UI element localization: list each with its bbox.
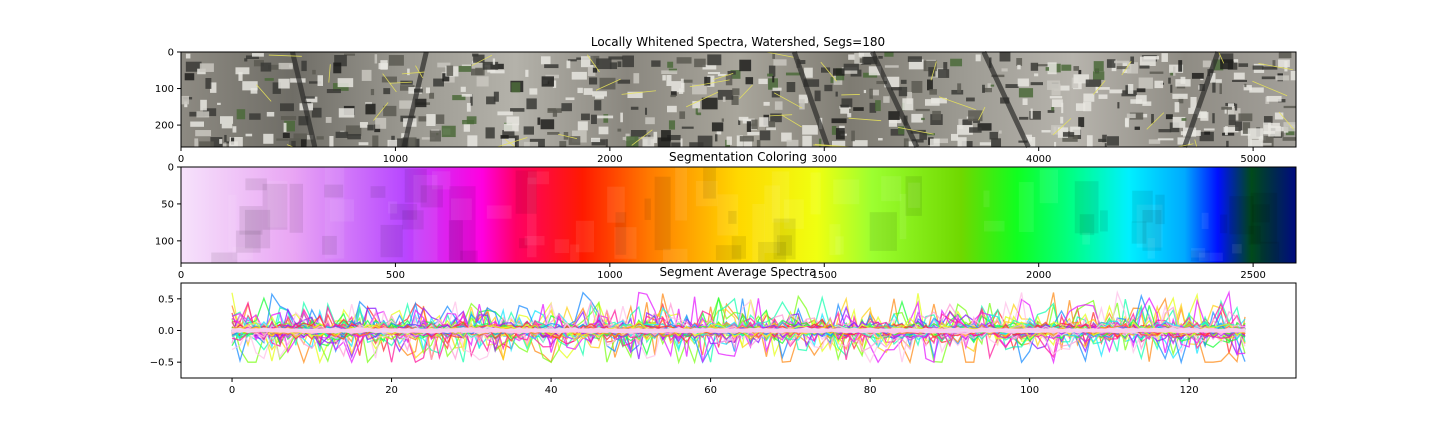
x-tick-label: 100	[1020, 385, 1039, 396]
x-tick-label: 0	[178, 154, 184, 165]
y-tick-label: 200	[155, 121, 174, 132]
y-tick-label: 0	[168, 163, 174, 174]
chart-title-3: Segment Average Spectra	[659, 265, 816, 279]
x-tick-label: 0	[178, 270, 184, 281]
x-tick-label: 2000	[1026, 270, 1051, 281]
x-tick-label: 5000	[1240, 154, 1265, 165]
segmentation-image	[181, 167, 1296, 263]
x-tick-label: 1500	[812, 270, 837, 281]
y-tick-label: 0	[168, 48, 174, 59]
y-tick-label: 100	[155, 84, 174, 95]
x-tick-label: 0	[229, 385, 235, 396]
x-tick-label: 500	[386, 270, 405, 281]
x-tick-label: 20	[385, 385, 398, 396]
x-tick-label: 80	[864, 385, 877, 396]
y-tick-label: 0.0	[158, 326, 174, 337]
x-tick-label: 1000	[597, 270, 622, 281]
spectra-lines	[231, 290, 1246, 365]
y-tick-label: 50	[161, 199, 174, 210]
spectrum-line	[231, 294, 1246, 365]
x-tick-label: 120	[1180, 385, 1199, 396]
x-tick-label: 2000	[597, 154, 622, 165]
spectrum-line	[231, 327, 1246, 334]
x-tick-label: 2500	[1240, 270, 1265, 281]
x-tick-label: 40	[545, 385, 558, 396]
y-tick-label: 100	[155, 236, 174, 247]
aerial-image	[181, 50, 1296, 149]
x-tick-label: 60	[704, 385, 717, 396]
chart-title-1: Locally Whitened Spectra, Watershed, Seg…	[591, 35, 885, 49]
x-tick-label: 3000	[812, 154, 837, 165]
x-tick-label: 1000	[383, 154, 408, 165]
plot-frame-2	[180, 166, 1297, 264]
y-tick-label: 0.5	[158, 294, 174, 305]
x-tick-label: 4000	[1026, 154, 1051, 165]
plot-frame-1	[180, 51, 1297, 148]
y-tick-label: −0.5	[150, 358, 174, 369]
chart-title-2: Segmentation Coloring	[669, 150, 807, 164]
